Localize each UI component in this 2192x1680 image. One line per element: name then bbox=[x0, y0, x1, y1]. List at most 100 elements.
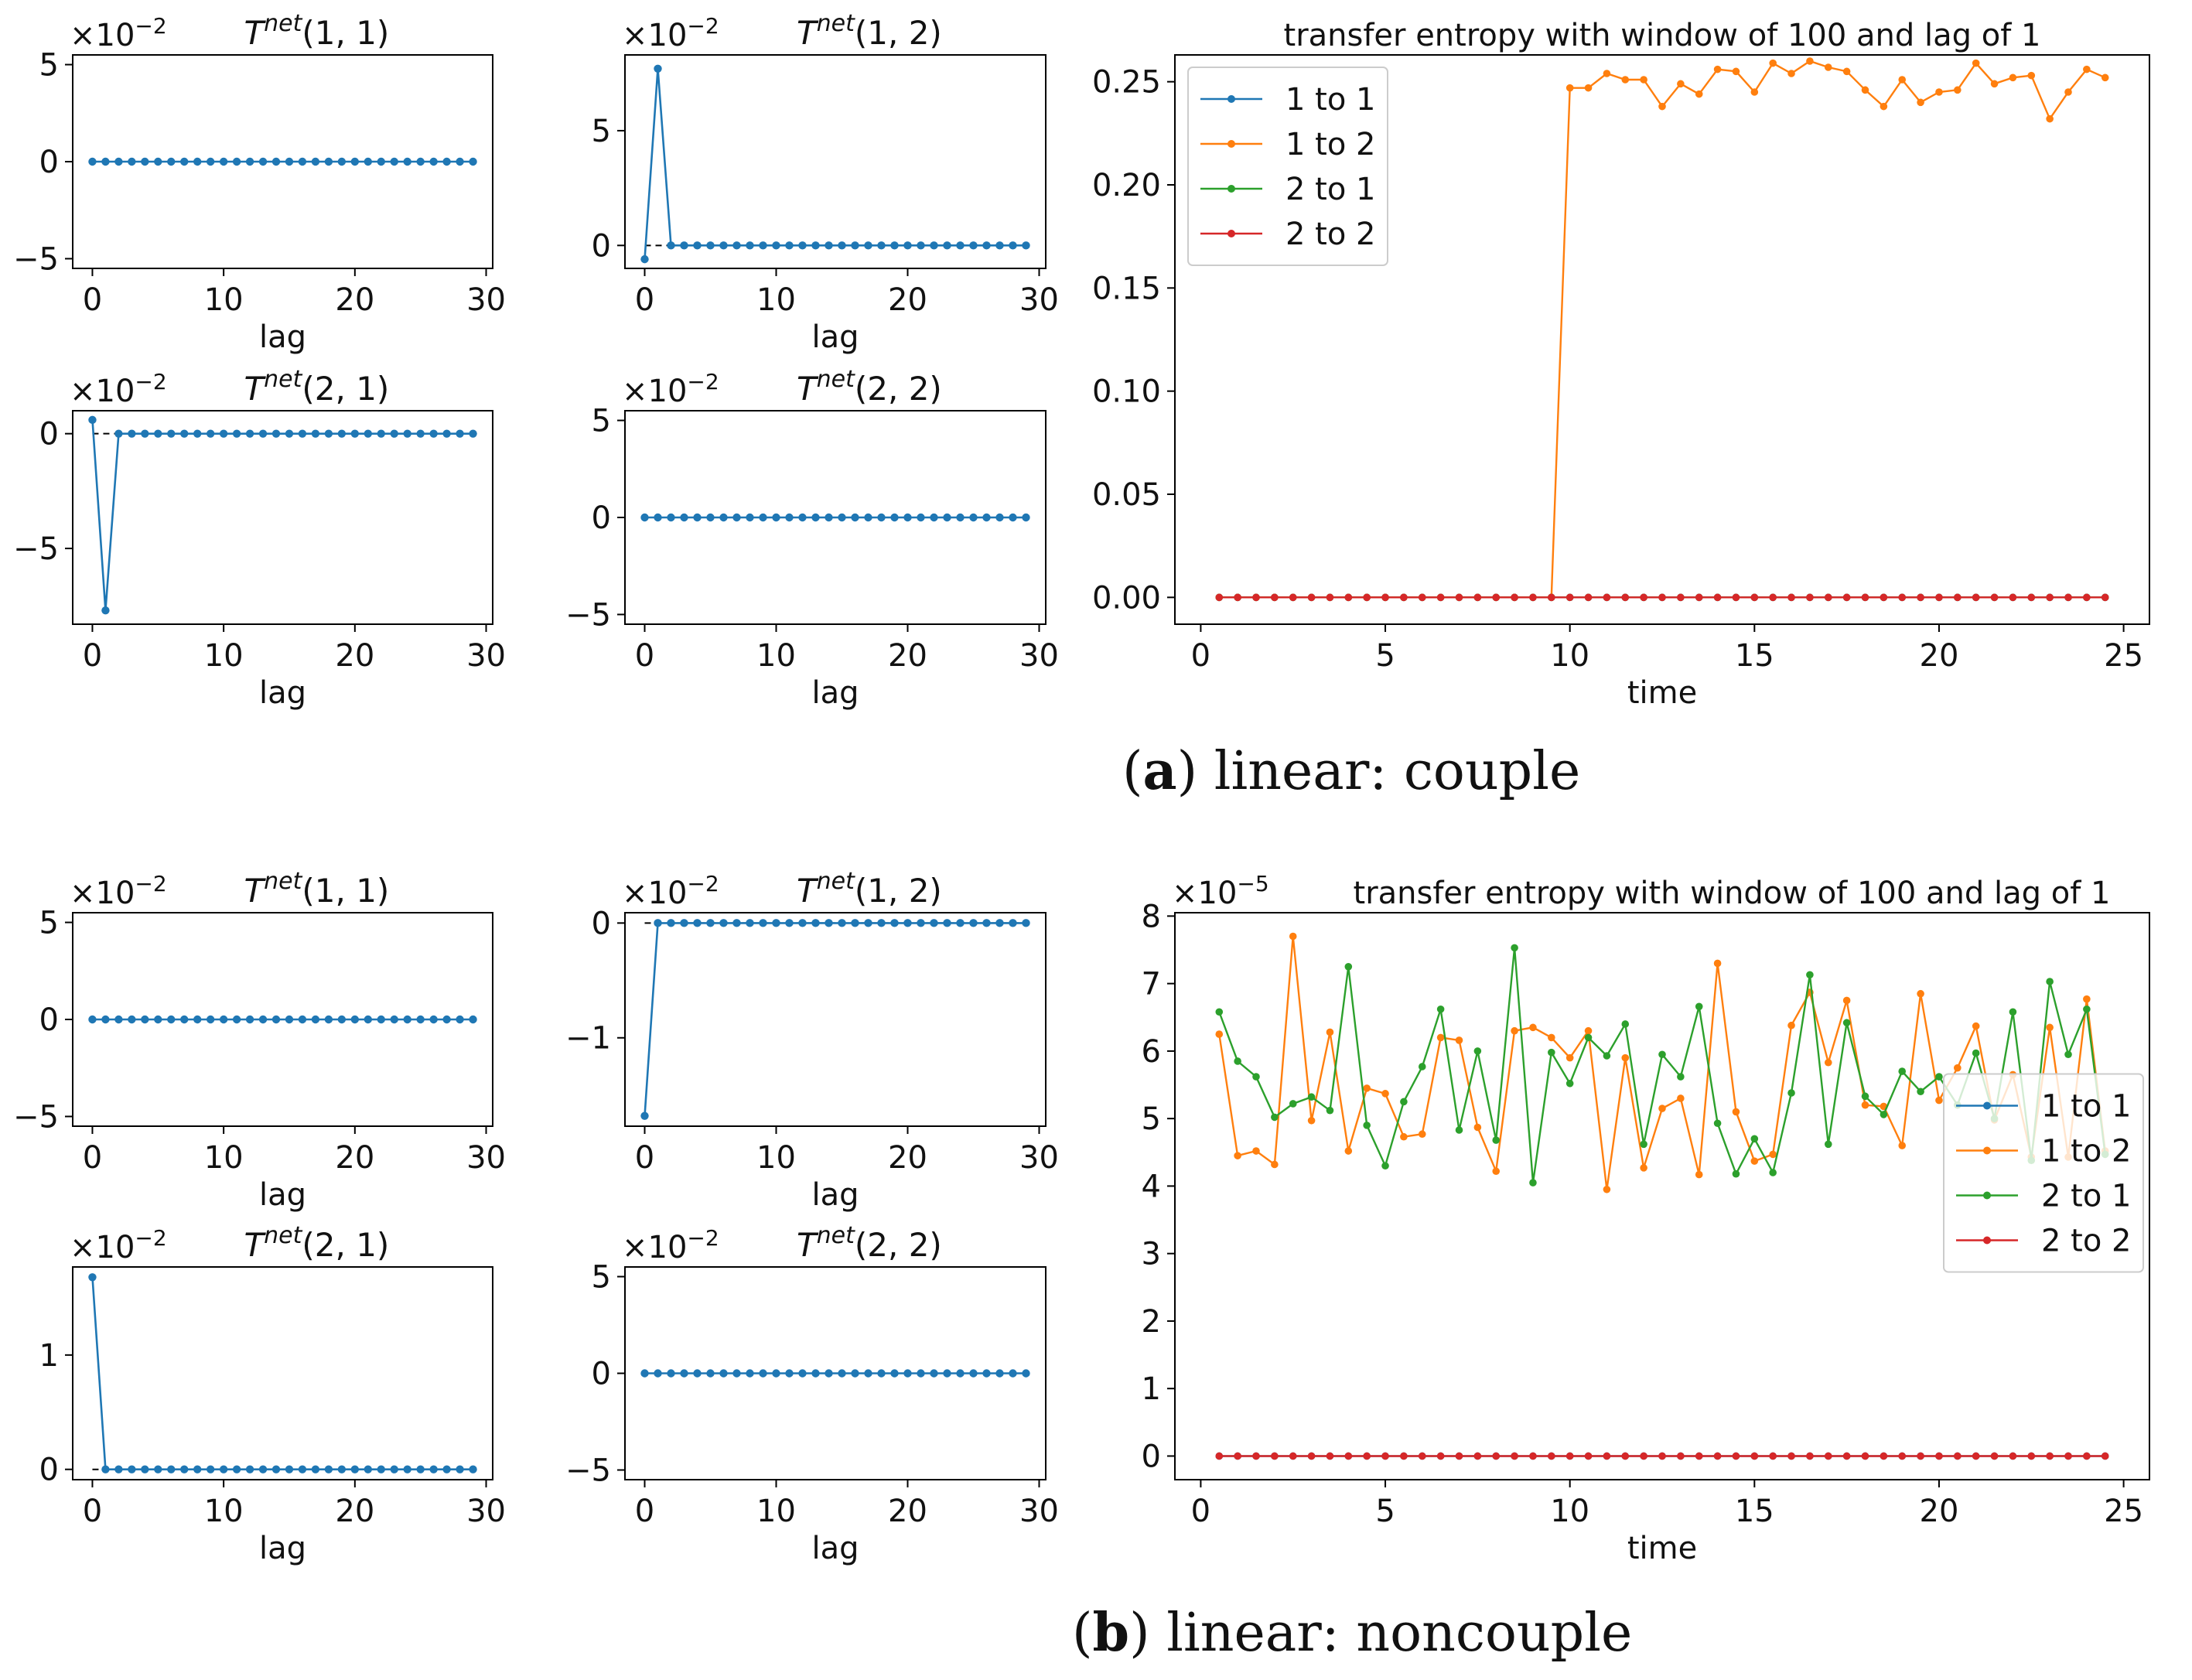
plot-area bbox=[88, 1015, 477, 1024]
data-point bbox=[1529, 1023, 1537, 1032]
data-point bbox=[1418, 1063, 1426, 1070]
data-point bbox=[141, 429, 149, 438]
series-line bbox=[91, 1277, 473, 1470]
data-point bbox=[2046, 114, 2054, 123]
data-point bbox=[167, 1015, 176, 1024]
data-point bbox=[245, 429, 254, 438]
data-point bbox=[2046, 1023, 2054, 1032]
title-base: T bbox=[797, 370, 819, 408]
data-point bbox=[1787, 1021, 1795, 1030]
data-point bbox=[114, 157, 123, 166]
data-point bbox=[311, 429, 320, 438]
data-point bbox=[1289, 593, 1297, 602]
data-point bbox=[1954, 86, 1962, 94]
data-point bbox=[640, 1369, 649, 1378]
legend-label: 1 to 2 bbox=[1285, 127, 1375, 162]
data-point bbox=[1695, 90, 1703, 98]
data-point bbox=[680, 241, 688, 250]
data-point bbox=[364, 1465, 372, 1473]
data-point bbox=[1972, 59, 1980, 67]
caption-b: (b) linear: noncouple bbox=[1072, 1602, 1632, 1664]
data-point bbox=[1935, 593, 1943, 602]
y-scale-factor: ×10−2 bbox=[70, 871, 167, 912]
data-point bbox=[1234, 593, 1241, 602]
data-point bbox=[706, 1369, 715, 1378]
data-point bbox=[719, 241, 728, 250]
data-point bbox=[1381, 1452, 1389, 1460]
chart-b-transfer-entropy: 0 5 10 15 20 25 0 1 2 3 4 5 6 7 8 time ×10−5 transfer ent… bbox=[1142, 871, 2150, 1566]
x-axis-label: time bbox=[1627, 1531, 1697, 1566]
x-tick-label: 10 bbox=[204, 638, 244, 674]
title-superscript: net bbox=[264, 10, 302, 37]
data-point bbox=[324, 1465, 333, 1473]
data-point bbox=[219, 429, 228, 438]
data-point bbox=[1898, 593, 1907, 602]
data-point bbox=[1677, 1452, 1685, 1460]
data-point bbox=[982, 241, 991, 250]
data-point bbox=[1344, 1147, 1353, 1155]
data-point bbox=[732, 1369, 741, 1378]
data-point bbox=[1640, 76, 1647, 84]
chart-title: Tnet(2, 2) bbox=[797, 1222, 942, 1265]
data-point bbox=[1954, 593, 1962, 602]
data-point bbox=[1713, 1452, 1722, 1460]
data-point bbox=[206, 429, 215, 438]
y-tick-label: 5 bbox=[592, 404, 611, 439]
data-point bbox=[654, 919, 662, 927]
title-base: T bbox=[797, 872, 819, 910]
data-point bbox=[390, 429, 398, 438]
data-point bbox=[390, 1015, 398, 1024]
data-point bbox=[2083, 1005, 2091, 1013]
data-point bbox=[2064, 593, 2072, 602]
data-point bbox=[1861, 1452, 1869, 1460]
data-point bbox=[193, 429, 202, 438]
title-superscript: net bbox=[817, 366, 855, 393]
data-point bbox=[1806, 57, 1814, 65]
data-point bbox=[1022, 919, 1030, 927]
data-point bbox=[1750, 593, 1759, 602]
data-point bbox=[811, 1369, 820, 1378]
y-tick-label: 5 bbox=[592, 1260, 611, 1296]
data-point bbox=[759, 1369, 767, 1378]
data-point bbox=[206, 1015, 215, 1024]
x-tick-label: 0 bbox=[83, 282, 102, 318]
data-point bbox=[890, 513, 899, 522]
x-axis-label: time bbox=[1627, 675, 1697, 711]
data-point bbox=[1326, 1452, 1334, 1460]
data-point bbox=[1363, 1122, 1371, 1129]
title-arguments: (1, 2) bbox=[855, 14, 942, 52]
data-point bbox=[1640, 1164, 1647, 1172]
data-point bbox=[838, 513, 846, 522]
data-point bbox=[167, 429, 176, 438]
data-point bbox=[232, 1465, 241, 1473]
data-point bbox=[377, 157, 385, 166]
data-point bbox=[1455, 1126, 1463, 1134]
data-point bbox=[1898, 76, 1907, 84]
y-scale-factor: ×10−2 bbox=[622, 13, 719, 54]
data-point bbox=[995, 919, 1004, 927]
data-point bbox=[258, 157, 268, 166]
data-point bbox=[1769, 59, 1777, 67]
data-point bbox=[1935, 1452, 1943, 1460]
data-point bbox=[1344, 593, 1353, 602]
data-point bbox=[193, 1015, 202, 1024]
data-point bbox=[1022, 1369, 1030, 1378]
y-tick-label: 0 bbox=[1142, 1439, 1161, 1474]
data-point bbox=[1271, 1113, 1279, 1122]
data-point bbox=[1880, 1111, 1888, 1118]
data-point bbox=[1215, 1030, 1224, 1038]
data-point bbox=[956, 513, 965, 522]
legend-marker bbox=[1983, 1191, 1991, 1200]
x-tick-label: 10 bbox=[204, 282, 244, 318]
data-point bbox=[1732, 1452, 1740, 1460]
data-point bbox=[1436, 1452, 1445, 1460]
data-point bbox=[1769, 1452, 1777, 1460]
data-point bbox=[1898, 1142, 1907, 1149]
data-point bbox=[1511, 1026, 1518, 1035]
data-point bbox=[1842, 593, 1851, 602]
data-point bbox=[1436, 1005, 1445, 1013]
data-point bbox=[1307, 1116, 1316, 1125]
y-tick-label: 0.10 bbox=[1092, 374, 1161, 410]
data-point bbox=[245, 1015, 254, 1024]
y-tick-label: 8 bbox=[1142, 899, 1161, 934]
